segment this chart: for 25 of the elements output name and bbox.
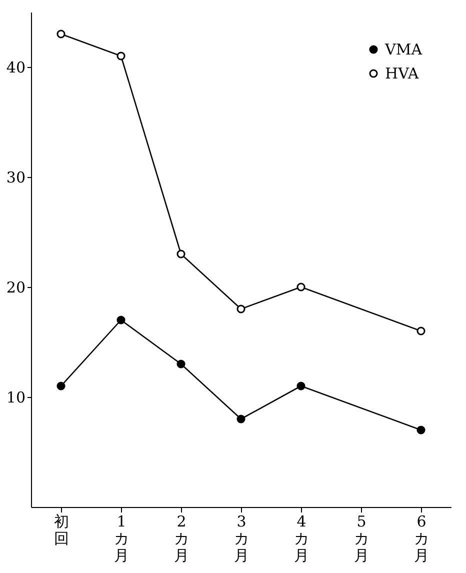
y-tick-label: 20 xyxy=(6,278,26,296)
legend-label: VMA xyxy=(384,40,422,58)
y-tick-label: 10 xyxy=(6,388,26,406)
x-tick-label: 3カ月 xyxy=(234,512,249,564)
point xyxy=(236,304,246,314)
legend-label: HVA xyxy=(385,64,419,82)
point xyxy=(296,282,306,292)
point xyxy=(116,52,126,60)
x-tick-label: 5カ月 xyxy=(354,512,369,564)
point xyxy=(416,326,426,336)
point xyxy=(116,316,126,324)
point xyxy=(236,414,246,424)
x-tick-label: 6カ月 xyxy=(414,512,429,564)
point xyxy=(176,360,186,368)
point xyxy=(296,382,306,390)
y-tick-label: 30 xyxy=(6,168,26,186)
point xyxy=(416,426,426,434)
x-tick-label: 2カ月 xyxy=(174,512,189,564)
point xyxy=(56,382,66,390)
point xyxy=(56,30,66,38)
x-tick-label: 4カ月 xyxy=(294,512,309,564)
y-tick-label: 40 xyxy=(6,58,26,76)
x-tick-label: 1カ月 xyxy=(114,512,129,564)
x-tick-label: 初回 xyxy=(54,512,69,548)
point xyxy=(176,250,186,258)
